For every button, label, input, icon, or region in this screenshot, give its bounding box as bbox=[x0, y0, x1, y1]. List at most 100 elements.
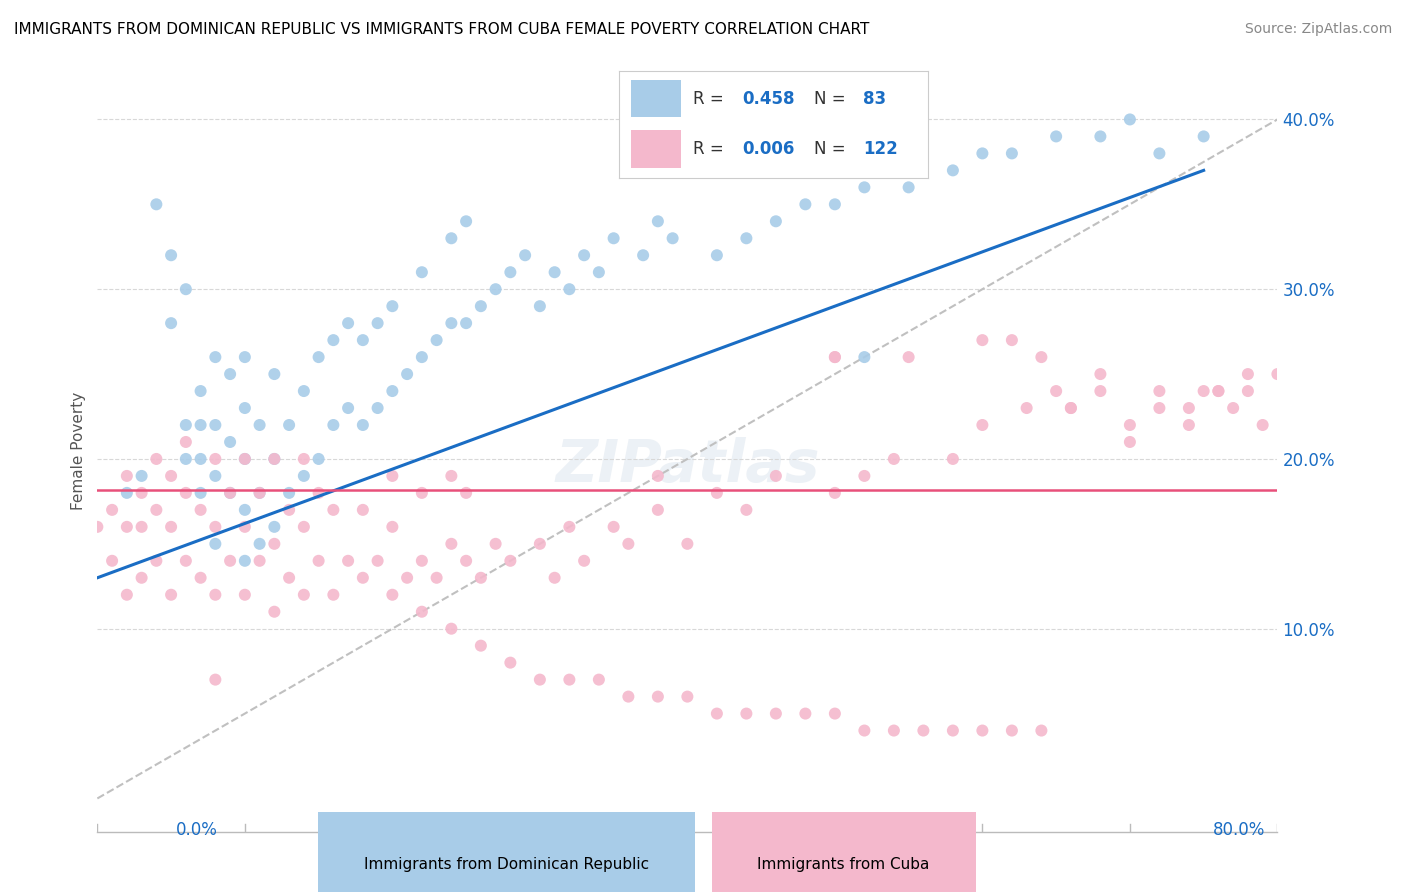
Point bbox=[292, 469, 315, 483]
Point bbox=[440, 316, 463, 330]
Point bbox=[160, 469, 183, 483]
Point bbox=[897, 180, 920, 194]
Point bbox=[190, 417, 212, 432]
Point bbox=[456, 214, 478, 228]
Point bbox=[853, 469, 876, 483]
Point bbox=[292, 588, 315, 602]
Point bbox=[204, 350, 226, 364]
Point bbox=[219, 554, 242, 568]
Point bbox=[249, 486, 271, 500]
Point bbox=[322, 417, 344, 432]
Point bbox=[617, 690, 640, 704]
Point bbox=[426, 333, 449, 347]
Point bbox=[381, 469, 404, 483]
Point bbox=[278, 486, 301, 500]
Point bbox=[233, 350, 256, 364]
Point bbox=[1119, 112, 1142, 127]
Point bbox=[352, 571, 374, 585]
Point bbox=[174, 282, 197, 296]
Point bbox=[204, 417, 226, 432]
Point bbox=[631, 248, 654, 262]
Point bbox=[1001, 146, 1024, 161]
Point bbox=[572, 554, 595, 568]
Point bbox=[647, 690, 669, 704]
Point bbox=[853, 723, 876, 738]
Point bbox=[1178, 417, 1201, 432]
Text: R =: R = bbox=[693, 140, 728, 158]
Point bbox=[190, 384, 212, 398]
Point bbox=[101, 503, 124, 517]
Point bbox=[794, 197, 817, 211]
Point bbox=[706, 248, 728, 262]
Point bbox=[529, 537, 551, 551]
Point bbox=[145, 554, 167, 568]
Point bbox=[174, 554, 197, 568]
Point bbox=[308, 486, 330, 500]
Point bbox=[440, 469, 463, 483]
Text: 0.458: 0.458 bbox=[742, 90, 794, 108]
Point bbox=[647, 214, 669, 228]
Point bbox=[426, 571, 449, 585]
Point bbox=[381, 299, 404, 313]
Point bbox=[308, 452, 330, 467]
Point bbox=[1208, 384, 1230, 398]
Text: N =: N = bbox=[814, 90, 851, 108]
Point bbox=[219, 486, 242, 500]
Point bbox=[190, 503, 212, 517]
Point bbox=[249, 537, 271, 551]
Point bbox=[190, 452, 212, 467]
Point bbox=[115, 520, 138, 534]
Point bbox=[219, 434, 242, 449]
Point bbox=[381, 384, 404, 398]
Point bbox=[263, 367, 285, 381]
Point bbox=[160, 248, 183, 262]
Point bbox=[160, 520, 183, 534]
Point bbox=[1015, 401, 1038, 415]
Point bbox=[174, 486, 197, 500]
Point bbox=[160, 316, 183, 330]
Point bbox=[131, 469, 153, 483]
Point bbox=[1237, 384, 1260, 398]
Point bbox=[249, 486, 271, 500]
Point bbox=[972, 417, 994, 432]
Y-axis label: Female Poverty: Female Poverty bbox=[72, 392, 86, 509]
Point bbox=[1060, 401, 1083, 415]
Point bbox=[411, 605, 433, 619]
Point bbox=[1119, 434, 1142, 449]
Point bbox=[470, 639, 492, 653]
Point bbox=[765, 469, 787, 483]
Point bbox=[278, 503, 301, 517]
Point bbox=[174, 417, 197, 432]
Point bbox=[1031, 350, 1053, 364]
Point bbox=[1119, 417, 1142, 432]
Text: IMMIGRANTS FROM DOMINICAN REPUBLIC VS IMMIGRANTS FROM CUBA FEMALE POVERTY CORREL: IMMIGRANTS FROM DOMINICAN REPUBLIC VS IM… bbox=[14, 22, 869, 37]
Point bbox=[352, 417, 374, 432]
Point bbox=[233, 452, 256, 467]
Point bbox=[456, 554, 478, 568]
Point bbox=[912, 723, 935, 738]
Point bbox=[263, 605, 285, 619]
Point bbox=[676, 537, 699, 551]
Point bbox=[131, 486, 153, 500]
Text: 0.0%: 0.0% bbox=[176, 821, 218, 838]
Point bbox=[115, 588, 138, 602]
Point bbox=[853, 180, 876, 194]
Text: 122: 122 bbox=[863, 140, 898, 158]
Point bbox=[381, 520, 404, 534]
Point bbox=[322, 333, 344, 347]
Point bbox=[1251, 417, 1274, 432]
Point bbox=[1090, 367, 1112, 381]
Point bbox=[249, 554, 271, 568]
Point bbox=[396, 367, 419, 381]
Point bbox=[322, 503, 344, 517]
Point bbox=[204, 673, 226, 687]
Point bbox=[308, 554, 330, 568]
Point bbox=[485, 282, 508, 296]
Point bbox=[1149, 146, 1171, 161]
Point bbox=[440, 231, 463, 245]
Point bbox=[470, 299, 492, 313]
Point bbox=[824, 350, 846, 364]
Point bbox=[396, 571, 419, 585]
Point bbox=[1192, 384, 1215, 398]
Point bbox=[529, 299, 551, 313]
